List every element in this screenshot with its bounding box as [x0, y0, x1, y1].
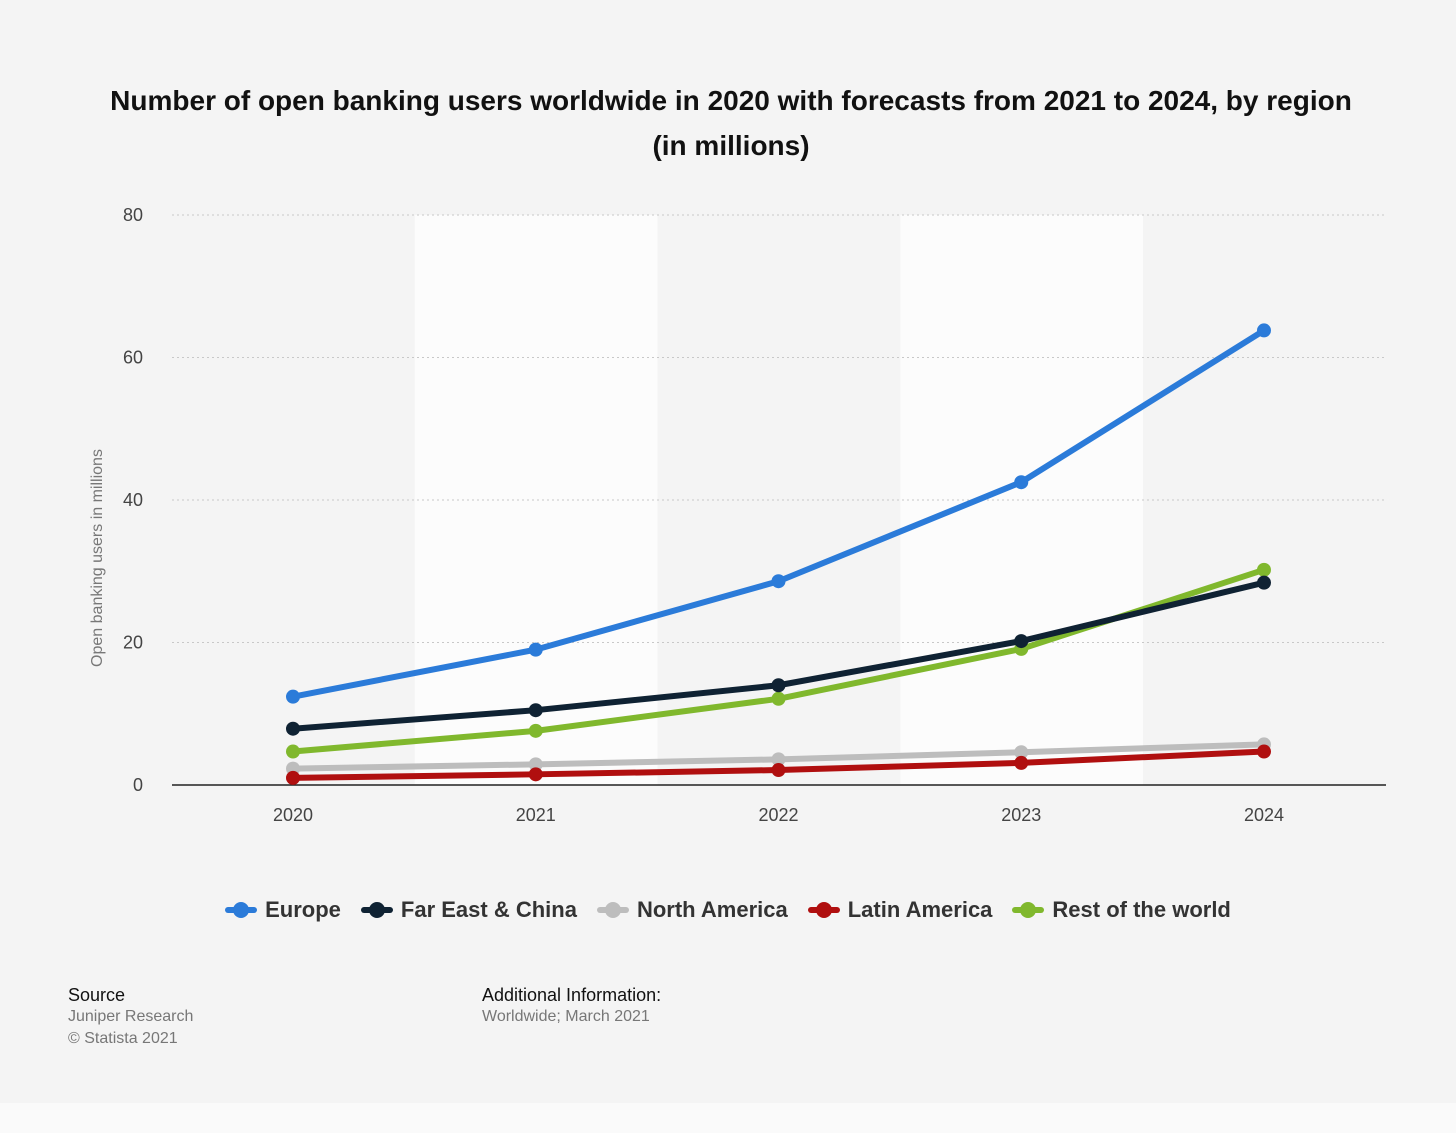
- data-point-rest-of-the-world: [528, 723, 543, 738]
- source-name: Juniper Research: [68, 1008, 194, 1025]
- data-point-north-america: [528, 757, 543, 772]
- line-chart: 0 20 40 60 80 2020 2021 2022 2023 2024 Open bankin…: [89, 205, 1386, 825]
- legend-item[interactable]: Rest of the world: [1012, 897, 1231, 923]
- legend-swatch: [225, 899, 258, 921]
- data-point-far-east-china: [1257, 575, 1271, 590]
- data-point-far-east-china: [528, 703, 543, 718]
- data-point-rest-of-the-world: [1257, 562, 1271, 577]
- data-point-latin-america: [528, 767, 543, 782]
- y-tick-label: 40: [123, 490, 143, 510]
- x-tick-label: 2024: [1244, 805, 1284, 825]
- y-axis-title: Open banking users in millions: [89, 449, 106, 667]
- y-tick-label: 60: [123, 348, 143, 368]
- data-point-europe: [1014, 475, 1029, 490]
- x-tick-label: 2022: [758, 805, 798, 825]
- data-point-north-america: [771, 752, 786, 767]
- data-point-europe: [286, 689, 300, 704]
- page-bottom-strip: [0, 1103, 1456, 1133]
- data-point-rest-of-the-world: [771, 691, 786, 706]
- data-point-europe: [771, 574, 786, 589]
- data-point-europe: [528, 642, 543, 657]
- data-point-north-america: [1014, 745, 1029, 760]
- source-heading: Source: [68, 985, 126, 1005]
- y-tick-label: 0: [133, 775, 143, 795]
- legend-item[interactable]: North America: [596, 897, 788, 923]
- legend-item[interactable]: Latin America: [807, 897, 993, 923]
- data-point-far-east-china: [1014, 634, 1029, 649]
- x-tick-label: 2020: [273, 805, 313, 825]
- data-point-europe: [1257, 323, 1271, 338]
- legend-swatch-dot: [815, 902, 832, 918]
- column-band: [1143, 215, 1386, 785]
- data-point-latin-america: [286, 770, 300, 785]
- legend-swatch: [807, 899, 840, 921]
- copyright-text: © Statista 2021: [68, 1030, 178, 1047]
- additional-info-heading: Additional Information:: [482, 985, 662, 1005]
- legend-swatch-dot: [368, 902, 385, 918]
- data-point-far-east-china: [286, 721, 300, 736]
- additional-info-block: Additional Information: Worldwide; March…: [482, 984, 661, 1028]
- legend-item[interactable]: Far East & China: [360, 897, 577, 923]
- legend-swatch: [1012, 899, 1045, 921]
- data-point-far-east-china: [771, 678, 786, 693]
- data-point-latin-america: [771, 763, 786, 778]
- additional-info-text: Worldwide; March 2021: [482, 1008, 650, 1025]
- legend-item[interactable]: Europe: [225, 897, 341, 923]
- legend-swatch-dot: [233, 902, 250, 918]
- legend-swatch-dot: [1020, 902, 1037, 918]
- legend-label: Rest of the world: [1052, 897, 1231, 922]
- chart-legend: Europe Far East & China North America Latin…: [0, 890, 1456, 930]
- legend-label: North America: [636, 897, 788, 922]
- legend-swatch: [360, 899, 393, 921]
- legend-label: Europe: [265, 897, 341, 922]
- source-block: Source Juniper Research © Statista 2021: [68, 984, 193, 1050]
- legend-swatch-dot: [604, 902, 621, 918]
- y-tick-label: 80: [123, 205, 143, 225]
- legend-label: Latin America: [847, 897, 993, 922]
- data-point-latin-america: [1014, 755, 1029, 770]
- x-tick-label: 2021: [516, 805, 556, 825]
- data-point-latin-america: [1257, 744, 1271, 759]
- x-tick-label: 2023: [1001, 805, 1041, 825]
- legend-swatch: [596, 899, 629, 921]
- column-band: [900, 215, 1144, 785]
- y-tick-label: 20: [123, 633, 143, 653]
- chart-title: Number of open banking users worldwide i…: [110, 85, 1352, 161]
- data-point-rest-of-the-world: [286, 744, 300, 759]
- legend-label: Far East & China: [400, 897, 577, 922]
